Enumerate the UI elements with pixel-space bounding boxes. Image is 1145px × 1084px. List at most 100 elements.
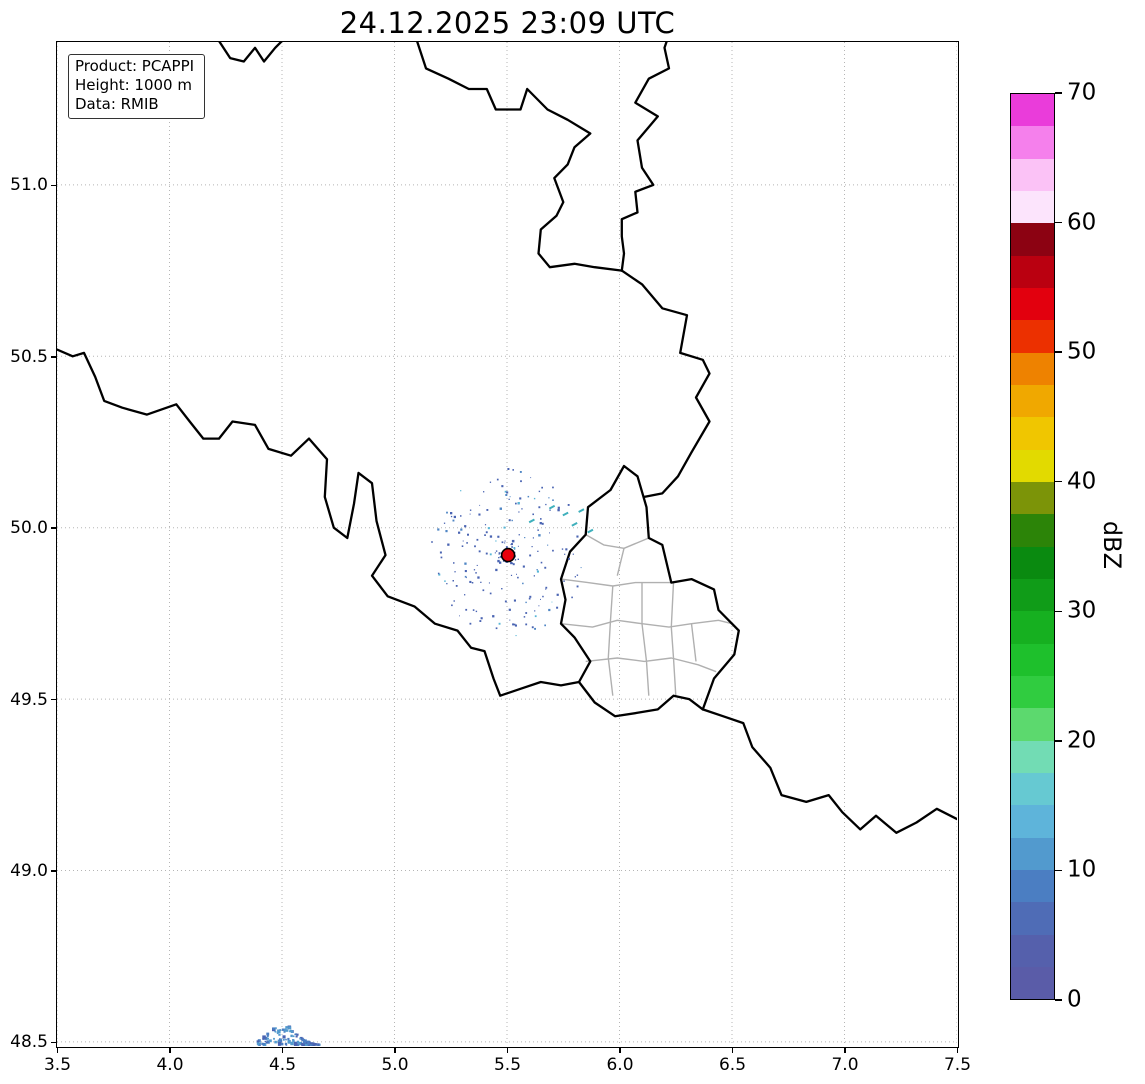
echo-pixel (517, 545, 519, 547)
echo-pixel (466, 542, 468, 544)
echo-pixel (489, 481, 492, 483)
echo-pixel (486, 509, 489, 511)
colorbar-tick-label: 40 (1067, 468, 1097, 495)
x-tick-mark (281, 1048, 284, 1053)
clutter-pixel (285, 1026, 288, 1029)
echo-pixel (487, 527, 490, 530)
echo-pixel (464, 594, 466, 596)
clutter-pixel (274, 1040, 277, 1044)
echo-pixel (517, 502, 520, 505)
echo-pixel (561, 548, 564, 550)
echo-pixel (530, 477, 532, 479)
echo-pixel (504, 490, 507, 493)
echo-pixel (540, 518, 542, 520)
colorbar-tick-mark (1055, 999, 1062, 1001)
x-tick-mark (956, 1048, 959, 1053)
echo-pixel (479, 620, 482, 622)
echo-pixel (511, 519, 513, 522)
clutter-pixel (283, 1028, 287, 1032)
echo-pixel (542, 595, 544, 598)
echo-pixel (450, 515, 453, 518)
colorbar-band (1011, 546, 1054, 579)
canton-border (670, 582, 677, 696)
x-tick-mark (169, 1048, 171, 1053)
echo-pixel (552, 549, 554, 552)
clutter-pixel (304, 1043, 308, 1046)
echo-pixel (508, 608, 511, 611)
echo-pixel (531, 546, 533, 548)
national-border (701, 708, 957, 834)
echo-pixel (485, 552, 488, 555)
echo-pixel (545, 503, 547, 506)
y-tick-label: 49.5 (10, 689, 48, 710)
echo-pixel (514, 559, 517, 561)
colorbar-tick-mark (1055, 740, 1062, 742)
echo-pixel (536, 570, 539, 573)
national-border (416, 42, 623, 272)
clutter-pixel (256, 1042, 260, 1045)
clutter-pixel (294, 1033, 296, 1035)
echo-pixel (522, 565, 525, 568)
clutter-pixel (278, 1040, 281, 1042)
clutter-pixel (257, 1039, 261, 1043)
echo-pixel (498, 552, 501, 554)
clutter-pixel (290, 1041, 294, 1046)
echo-pixel (514, 548, 516, 550)
clutter-pixel (278, 1033, 281, 1036)
echo-pixel (557, 508, 560, 512)
echo-streak (528, 518, 535, 524)
clutter-pixel (274, 1030, 276, 1033)
echo-pixel (497, 535, 500, 538)
clutter-pixel (285, 1038, 287, 1041)
clutter-pixel (262, 1035, 266, 1039)
echo-pixel (503, 526, 506, 529)
x-tick-label: 4.5 (268, 1055, 297, 1075)
echo-pixel (518, 511, 520, 513)
echo-pixel (464, 562, 467, 565)
clutter-pixel (284, 1042, 287, 1045)
clutter-pixel (273, 1037, 275, 1040)
echo-pixel (488, 582, 490, 584)
clutter-pixel (307, 1042, 310, 1046)
clutter-pixel (262, 1037, 265, 1040)
clutter-pixel (280, 1042, 284, 1046)
echo-pixel (572, 553, 574, 555)
colorbar-tick-mark (1055, 351, 1062, 353)
echo-streak (587, 528, 594, 534)
echo-pixel (499, 561, 502, 564)
clutter-pixel (292, 1039, 295, 1042)
echo-pixel (453, 515, 456, 519)
echo-pixel (517, 576, 519, 579)
echo-pixel (537, 550, 539, 552)
echo-pixel (512, 469, 514, 471)
echo-pixel (538, 605, 540, 607)
echo-pixel (512, 623, 515, 626)
clutter-pixel (288, 1026, 292, 1030)
echo-pixel (527, 495, 530, 498)
echo-pixel (455, 585, 458, 587)
colorbar-tick-mark (1055, 480, 1062, 483)
echo-pixel (519, 497, 522, 500)
echo-pixel (472, 609, 475, 611)
echo-pixel (532, 513, 534, 516)
echo-pixel (525, 623, 528, 626)
echo-pixel (568, 557, 570, 560)
echo-pixel (498, 557, 500, 559)
echo-pixel (544, 624, 546, 627)
echo-pixel (505, 546, 508, 549)
echo-pixel (556, 606, 559, 609)
echo-pixel (479, 504, 481, 506)
y-tick-label: 48.5 (10, 1032, 48, 1053)
clutter-pixel (287, 1037, 290, 1041)
echo-pixel (510, 543, 512, 546)
echo-pixel (507, 468, 510, 470)
colorbar-tick-mark (1055, 610, 1062, 613)
echo-pixel (513, 547, 516, 549)
echo-pixel (482, 589, 485, 592)
echo-pixel (469, 513, 471, 515)
echo-streak (548, 504, 556, 510)
echo-pixel (515, 635, 517, 637)
echo-pixel (539, 522, 542, 525)
echo-streak (578, 508, 585, 513)
x-tick-label: 3.5 (43, 1055, 72, 1075)
